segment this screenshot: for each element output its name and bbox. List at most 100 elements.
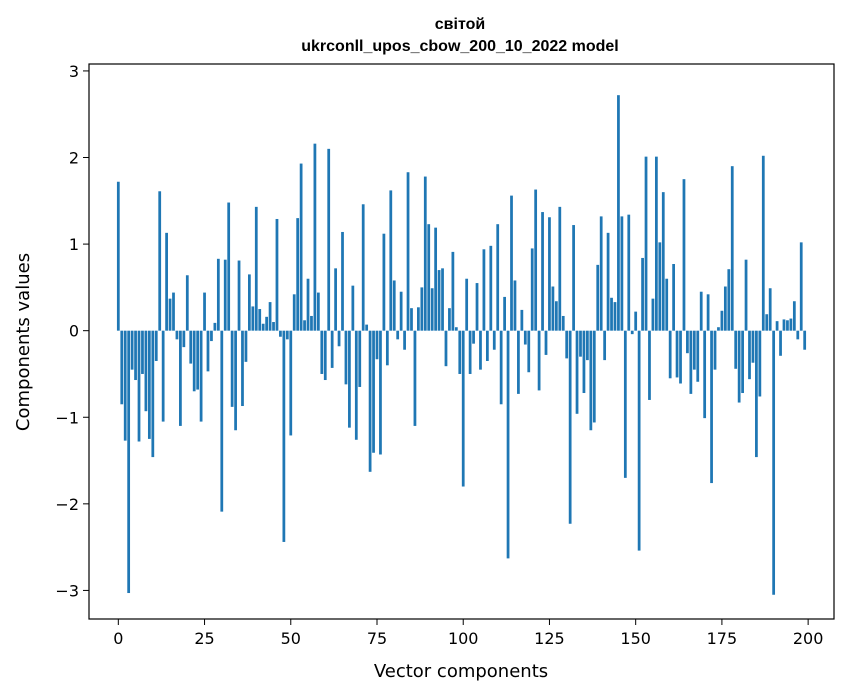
x-tick-label: 25 [194, 629, 214, 648]
bar [279, 330, 282, 337]
bar [803, 330, 807, 350]
bar [413, 330, 417, 426]
bar [179, 330, 182, 426]
bar [389, 190, 393, 331]
bar [234, 330, 237, 431]
bar [261, 323, 265, 331]
x-tick-label: 125 [534, 629, 565, 648]
bar [665, 278, 669, 331]
bar [272, 322, 275, 331]
bar [744, 259, 748, 331]
bar [334, 268, 337, 331]
bar [537, 330, 541, 391]
bar [216, 258, 220, 331]
bar [644, 156, 648, 331]
bar [158, 191, 162, 331]
bar [130, 330, 134, 370]
bar [706, 294, 710, 331]
y-tick-label: 1 [69, 235, 79, 254]
bar [530, 248, 534, 331]
bar [351, 285, 355, 331]
bar [244, 330, 248, 362]
x-axis-label: Vector components [374, 661, 548, 682]
bar [192, 330, 196, 392]
bar [475, 283, 479, 331]
bar [120, 330, 124, 405]
bar [710, 330, 713, 484]
bar [116, 181, 120, 331]
bar [368, 330, 372, 472]
y-axis-label: Components values [13, 253, 34, 431]
bar [310, 315, 313, 331]
chart-subtitle: ukrconll_upos_cbow_200_10_2022 model [301, 38, 618, 55]
bar [237, 260, 241, 331]
bar [527, 330, 531, 373]
bar [454, 327, 458, 331]
bar [344, 330, 348, 385]
x-tick-label: 175 [707, 629, 738, 648]
bar [296, 218, 300, 331]
bar [589, 330, 593, 431]
bar [554, 301, 558, 331]
bar [220, 330, 224, 512]
x-tick-label: 200 [793, 629, 824, 648]
bar [775, 321, 779, 331]
bar [579, 330, 582, 357]
bar [382, 233, 386, 331]
bar [730, 166, 734, 331]
bar [354, 330, 358, 440]
bar [672, 264, 675, 331]
bar [189, 330, 193, 364]
bar [213, 322, 217, 331]
bar [399, 291, 403, 331]
bar [451, 251, 455, 331]
bar [406, 172, 410, 331]
bar [689, 330, 693, 394]
bar [437, 270, 441, 331]
bar [472, 330, 475, 344]
bar [703, 330, 707, 419]
chart-title: світой [435, 16, 485, 33]
bar [147, 330, 151, 439]
x-tick-label: 150 [620, 629, 651, 648]
bar [779, 330, 782, 356]
bar [799, 242, 803, 331]
bar [768, 288, 772, 331]
bar [506, 330, 510, 559]
bar [558, 206, 562, 331]
bar [479, 330, 482, 370]
bar [796, 330, 800, 340]
bar [441, 268, 444, 331]
bar [661, 192, 665, 331]
bar [544, 330, 548, 355]
bar [313, 143, 317, 331]
bar [282, 330, 286, 542]
bar [786, 320, 789, 331]
bar [561, 315, 565, 331]
bar [375, 330, 379, 360]
bar [254, 206, 258, 331]
bar [303, 320, 306, 331]
bar [396, 330, 400, 340]
bar [737, 330, 741, 403]
bar [175, 330, 179, 340]
bar [748, 330, 751, 380]
bar [427, 224, 431, 331]
bar [734, 330, 738, 369]
bar [751, 330, 755, 363]
bar [151, 330, 155, 458]
bar [696, 330, 700, 382]
x-tick-label: 75 [367, 629, 387, 648]
bar [789, 318, 793, 331]
bar [668, 330, 672, 379]
bar [265, 316, 269, 331]
x-tick-label: 50 [281, 629, 301, 648]
bar [292, 294, 296, 331]
bar [586, 330, 589, 361]
bar [461, 330, 465, 487]
x-axis-ticks: 0 25 50 75 100 125 150 175 200 [113, 619, 823, 648]
bar [572, 225, 575, 331]
bar [623, 330, 627, 478]
bar [430, 288, 434, 331]
